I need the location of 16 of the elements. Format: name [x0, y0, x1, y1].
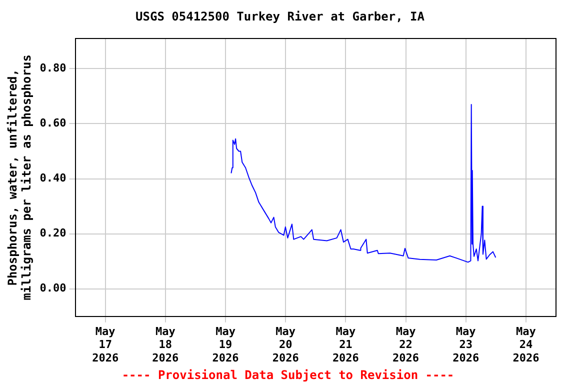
text: ---- Provisional Data Subject to Revision ---- [122, 368, 454, 382]
x-tick-label: May 21 2026 [332, 324, 360, 364]
x-tick-label: May 19 2026 [212, 324, 240, 364]
x-tick-label: May 20 2026 [272, 324, 300, 364]
x-tick-label: May 22 2026 [392, 324, 420, 364]
x-tick-label: May 18 2026 [152, 324, 180, 364]
y-tick-label: 0.00 [40, 282, 66, 295]
y-tick-label: 0.40 [40, 172, 66, 185]
y-tick-label: 0.20 [40, 226, 66, 240]
chart-title: USGS 05412500 Turkey River at Garber, IA [136, 9, 426, 24]
y-axis-title: Phosphorus, water, unfiltered, milligrams per liter as phosphorus [5, 54, 34, 300]
x-tick-label: May 24 2026 [512, 324, 540, 364]
y-tick-label: 0.80 [40, 62, 66, 75]
x-tick-label: May 17 2026 [92, 324, 119, 364]
y-tick-label: 0.60 [40, 116, 66, 130]
x-tick-label: May 23 2026 [452, 324, 480, 364]
